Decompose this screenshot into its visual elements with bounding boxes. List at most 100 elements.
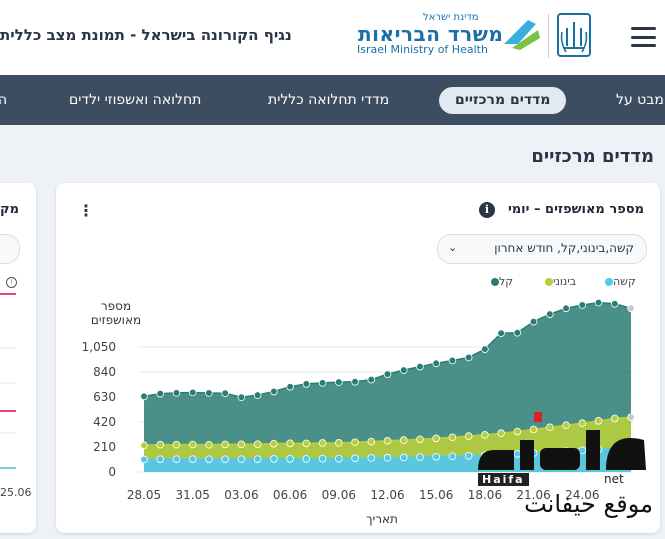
- data-point[interactable]: [464, 353, 473, 362]
- data-point[interactable]: [351, 438, 359, 447]
- data-point[interactable]: [464, 452, 473, 460]
- data-point[interactable]: [448, 356, 457, 365]
- data-point[interactable]: [513, 427, 522, 436]
- data-point[interactable]: [140, 455, 148, 464]
- data-point[interactable]: [497, 429, 505, 437]
- data-point[interactable]: [627, 413, 635, 422]
- data-point[interactable]: [156, 455, 165, 463]
- data-point[interactable]: [351, 454, 359, 463]
- data-point[interactable]: [383, 453, 392, 462]
- data-point[interactable]: [172, 389, 181, 397]
- tab-children-morbidity[interactable]: תחלואה ואשפוזי ילדים: [69, 92, 202, 108]
- data-point[interactable]: [399, 436, 408, 444]
- legend-item-mild[interactable]: קל: [488, 275, 513, 288]
- legend-item-severe[interactable]: קשה: [602, 275, 636, 288]
- tab-overview[interactable]: מבט על: [616, 92, 664, 108]
- data-point[interactable]: [270, 455, 278, 463]
- data-point[interactable]: [286, 454, 294, 463]
- data-point[interactable]: [237, 440, 246, 449]
- data-point[interactable]: [416, 453, 424, 461]
- data-point[interactable]: [497, 329, 505, 337]
- data-point[interactable]: [432, 359, 441, 368]
- data-point[interactable]: [237, 455, 246, 463]
- data-point[interactable]: [318, 454, 327, 463]
- info-icon[interactable]: i: [479, 202, 495, 218]
- data-point[interactable]: [253, 440, 262, 448]
- data-point[interactable]: [399, 366, 408, 374]
- data-point[interactable]: [302, 455, 311, 463]
- data-point[interactable]: [594, 298, 603, 307]
- data-point[interactable]: [172, 440, 181, 449]
- data-point[interactable]: [399, 453, 408, 462]
- data-point[interactable]: [334, 439, 343, 447]
- data-point[interactable]: [334, 454, 343, 463]
- adjacent-card-filter[interactable]: [0, 234, 20, 264]
- period-filter-dropdown[interactable]: קשה,בינוני,קל, חודש אחרון ⌄: [437, 234, 647, 264]
- data-point[interactable]: [237, 393, 246, 402]
- data-point[interactable]: [610, 414, 619, 423]
- data-point[interactable]: [302, 380, 311, 388]
- data-point[interactable]: [205, 455, 213, 464]
- data-point[interactable]: [627, 304, 635, 313]
- data-point[interactable]: [270, 387, 278, 396]
- data-point[interactable]: [188, 388, 197, 397]
- data-point[interactable]: [205, 389, 213, 397]
- data-point[interactable]: [318, 379, 327, 387]
- data-point[interactable]: [448, 452, 457, 461]
- hamburger-icon[interactable]: [631, 27, 656, 47]
- site-title: נגיף הקורונה בישראל - תמונת מצב כללית: [0, 26, 292, 44]
- data-point[interactable]: [351, 377, 359, 386]
- data-point[interactable]: [416, 435, 424, 444]
- data-point[interactable]: [578, 301, 587, 309]
- kebab-menu-icon[interactable]: ⋮: [78, 201, 94, 220]
- data-point[interactable]: [432, 452, 441, 461]
- data-point[interactable]: [221, 389, 229, 397]
- data-point[interactable]: [221, 440, 229, 449]
- data-point[interactable]: [334, 378, 343, 386]
- data-point[interactable]: [253, 391, 262, 399]
- data-point[interactable]: [156, 389, 165, 398]
- data-point[interactable]: [578, 446, 587, 455]
- data-point[interactable]: [464, 432, 473, 440]
- data-point[interactable]: [562, 304, 570, 313]
- data-point[interactable]: [188, 440, 197, 449]
- data-point[interactable]: [529, 317, 538, 326]
- data-point[interactable]: [221, 455, 229, 464]
- data-point[interactable]: [513, 328, 522, 337]
- data-point[interactable]: [383, 437, 392, 445]
- data-point[interactable]: [286, 439, 294, 448]
- data-point[interactable]: [432, 434, 441, 443]
- data-point[interactable]: [188, 455, 197, 463]
- data-point[interactable]: [529, 425, 538, 434]
- data-point[interactable]: [270, 439, 278, 448]
- data-point[interactable]: [546, 310, 554, 318]
- data-point[interactable]: [578, 419, 587, 427]
- data-point[interactable]: [562, 421, 570, 430]
- data-point[interactable]: [367, 454, 376, 462]
- data-point[interactable]: [416, 362, 424, 371]
- tab-more-truncated[interactable]: ה: [0, 92, 8, 108]
- data-point[interactable]: [286, 382, 294, 391]
- data-point[interactable]: [172, 455, 181, 463]
- data-point[interactable]: [253, 455, 262, 463]
- data-point[interactable]: [383, 370, 392, 378]
- data-point[interactable]: [367, 437, 376, 446]
- data-point[interactable]: [302, 439, 311, 448]
- data-point[interactable]: [481, 431, 489, 439]
- data-point[interactable]: [448, 433, 457, 442]
- data-point[interactable]: [594, 417, 603, 425]
- data-point[interactable]: [140, 441, 148, 450]
- adjacent-card-info-icon[interactable]: !: [6, 277, 17, 288]
- data-point[interactable]: [610, 299, 619, 308]
- tab-general-morbidity[interactable]: מדדי תחלואה כללית: [268, 92, 390, 108]
- data-point[interactable]: [140, 392, 148, 401]
- data-point[interactable]: [205, 440, 213, 449]
- data-point[interactable]: [546, 423, 554, 432]
- data-point[interactable]: [481, 345, 489, 353]
- x-tick-label: 31.05: [176, 488, 210, 502]
- legend-item-moderate[interactable]: בינוני: [542, 275, 576, 288]
- data-point[interactable]: [367, 375, 376, 384]
- tab-key-indicators[interactable]: מדדים מרכזיים: [439, 87, 567, 114]
- data-point[interactable]: [156, 440, 165, 449]
- data-point[interactable]: [318, 439, 327, 447]
